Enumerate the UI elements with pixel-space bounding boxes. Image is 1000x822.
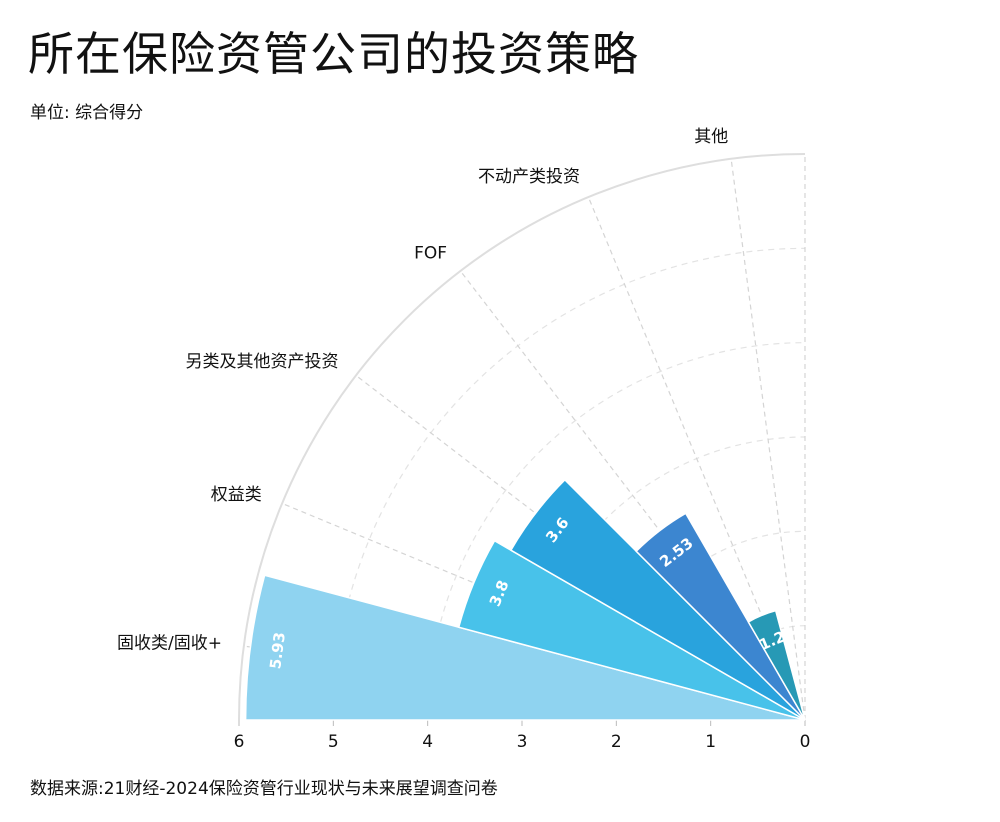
bar-wedge <box>457 539 806 721</box>
outer-arc <box>238 153 806 721</box>
category-label: 另类及其他资产投资 <box>186 352 339 372</box>
bar-wedge <box>635 512 806 721</box>
category-label: 固收类/固收+ <box>117 633 222 653</box>
bar-wedge <box>747 609 806 721</box>
category-label: 其他 <box>694 127 728 147</box>
chart-subtitle: 单位: 综合得分 <box>30 103 144 123</box>
chart-title: 所在保险资管公司的投资策略 <box>28 27 639 81</box>
category-label: 不动产类投资 <box>478 167 580 187</box>
spoke-line <box>730 158 806 721</box>
data-label: 5.93 <box>266 631 289 670</box>
tick-label: 2 <box>611 732 622 752</box>
tick-label: 5 <box>328 732 339 752</box>
source-note: 数据来源:21财经-2024保险资管行业现状与未来展望调查问卷 <box>30 779 498 799</box>
tick-label: 4 <box>422 732 433 752</box>
wedge-layer <box>244 478 806 721</box>
bar-wedge <box>244 574 806 721</box>
bar-wedge <box>509 478 806 721</box>
tick-label: 3 <box>517 732 528 752</box>
tick-label: 6 <box>234 732 245 752</box>
category-label: FOF <box>414 244 447 264</box>
category-label: 权益类 <box>211 485 262 505</box>
tick-label: 1 <box>705 732 716 752</box>
tick-label: 0 <box>800 732 811 752</box>
